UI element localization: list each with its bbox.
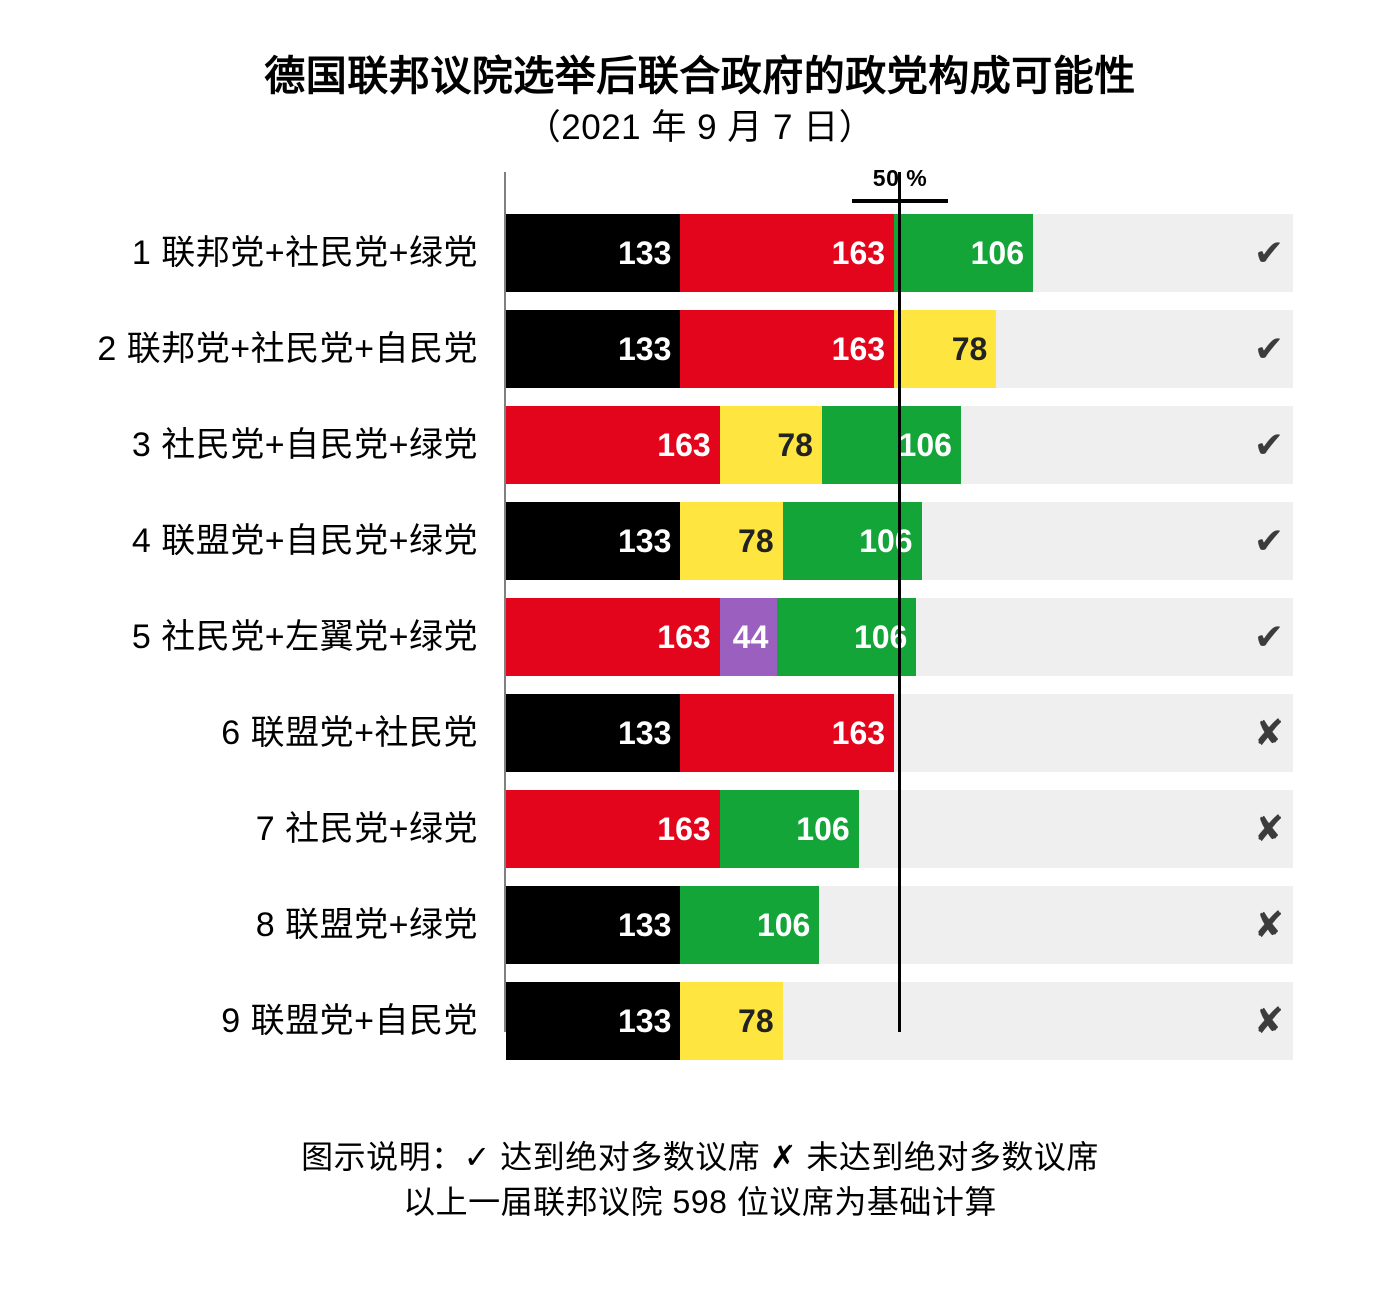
bar-segment-value: 106 bbox=[970, 235, 1025, 272]
bar-segment-value: 133 bbox=[617, 715, 672, 752]
y-axis-line bbox=[504, 172, 506, 1033]
stacked-bar: 163 78 106 bbox=[506, 406, 961, 485]
bar-segment: 106 bbox=[719, 790, 859, 869]
row-label: 2 联邦党+社民党+自民党 bbox=[97, 330, 478, 369]
row-label: 9 联盟党+自民党 bbox=[221, 1002, 478, 1041]
bar-segment: 78 bbox=[680, 502, 783, 581]
bar-segment: 133 bbox=[506, 886, 681, 965]
majority-check-icon: ✔ bbox=[1253, 424, 1285, 466]
bar-segment: 78 bbox=[680, 982, 783, 1061]
no-majority-cross-icon: ✘ bbox=[1253, 904, 1285, 946]
majority-check-icon: ✔ bbox=[1253, 232, 1285, 274]
chart-footnote: 图示说明：✓ 达到绝对多数议席 ✗ 未达到绝对多数议席 以上一届联邦议院 598… bbox=[0, 1135, 1400, 1226]
bar-segment: 133 bbox=[506, 214, 681, 293]
bar-segment-value: 163 bbox=[831, 715, 886, 752]
majority-check-icon: ✔ bbox=[1253, 328, 1285, 370]
footnote-line-1: 图示说明：✓ 达到绝对多数议席 ✗ 未达到绝对多数议席 bbox=[301, 1139, 1099, 1175]
chart-row: 7 社民党+绿党 163 106 ✘ bbox=[0, 781, 1400, 877]
stacked-bar: 133 78 bbox=[506, 982, 783, 1061]
bar-segment-value: 106 bbox=[796, 811, 850, 848]
chart-row: 6 联盟党+社民党 133 163 ✘ bbox=[0, 685, 1400, 781]
title-block: 德国联邦议院选举后联合政府的政党构成可能性 （2021 年 9 月 7 日） bbox=[0, 0, 1400, 150]
bar-rows-container: 1 联邦党+社民党+绿党 133 163 106 ✔ 2 联邦党+社民党+自民党 133 16… bbox=[0, 205, 1400, 1069]
row-label: 3 社民党+自民党+绿党 bbox=[131, 426, 478, 465]
page-title: 德国联邦议院选举后联合政府的政党构成可能性 bbox=[264, 53, 1136, 99]
bar-segment-value: 78 bbox=[777, 427, 813, 464]
bar-segment: 133 bbox=[506, 310, 681, 389]
bar-segment: 44 bbox=[719, 598, 778, 677]
bar-segment-value: 78 bbox=[951, 331, 988, 368]
chart-row: 9 联盟党+自民党 133 78 ✘ bbox=[0, 973, 1400, 1069]
bar-segment-value: 106 bbox=[859, 523, 913, 560]
bar-segment: 133 bbox=[506, 694, 681, 773]
chart-row: 2 联邦党+社民党+自民党 133 163 78 ✔ bbox=[0, 301, 1400, 397]
bar-segment-value: 133 bbox=[617, 907, 672, 944]
bar-segment-value: 163 bbox=[831, 331, 886, 368]
majority-threshold-line bbox=[898, 172, 901, 1033]
bar-segment-value: 78 bbox=[738, 1003, 774, 1040]
chart-row: 3 社民党+自民党+绿党 163 78 106 ✔ bbox=[0, 397, 1400, 493]
bar-segment: 106 bbox=[894, 214, 1034, 293]
bar-segment: 163 bbox=[506, 598, 720, 677]
row-label: 6 联盟党+社民党 bbox=[221, 714, 478, 753]
bar-segment-value: 163 bbox=[657, 427, 711, 464]
row-label: 7 社民党+绿党 bbox=[255, 810, 478, 849]
bar-segment: 133 bbox=[506, 502, 681, 581]
majority-tick-mark bbox=[852, 199, 948, 204]
bar-segment-value: 163 bbox=[657, 619, 711, 656]
majority-threshold-label: 50 % bbox=[872, 165, 928, 192]
bar-segment: 106 bbox=[777, 598, 917, 677]
chart-row: 4 联盟党+自民党+绿党 133 78 106 ✔ bbox=[0, 493, 1400, 589]
stacked-bar: 163 106 bbox=[506, 790, 859, 869]
chart-plot-area: 50 % 1 联邦党+社民党+绿党 133 163 106 ✔ 2 联邦党+社民党+自民党… bbox=[0, 165, 1400, 1061]
stacked-bar: 133 163 78 bbox=[506, 310, 997, 389]
bar-segment-value: 106 bbox=[756, 907, 811, 944]
no-majority-cross-icon: ✘ bbox=[1253, 808, 1285, 850]
bar-segment: 78 bbox=[719, 406, 822, 485]
bar-segment: 133 bbox=[506, 982, 681, 1061]
bar-segment-value: 133 bbox=[617, 331, 672, 368]
majority-check-icon: ✔ bbox=[1253, 616, 1285, 658]
chart-row: 5 社民党+左翼党+绿党 163 44 106 ✔ bbox=[0, 589, 1400, 685]
row-label: 8 联盟党+绿党 bbox=[255, 906, 478, 945]
stacked-bar: 133 163 bbox=[506, 694, 895, 773]
bar-segment: 163 bbox=[680, 694, 895, 773]
bar-segment: 163 bbox=[506, 406, 720, 485]
bar-segment-value: 163 bbox=[657, 811, 711, 848]
chart-row: 8 联盟党+绿党 133 106 ✘ bbox=[0, 877, 1400, 973]
bar-segment-value: 78 bbox=[738, 523, 774, 560]
stacked-bar: 133 106 bbox=[506, 886, 820, 965]
no-majority-cross-icon: ✘ bbox=[1253, 712, 1285, 754]
bar-segment: 78 bbox=[894, 310, 997, 389]
chart-row: 1 联邦党+社民党+绿党 133 163 106 ✔ bbox=[0, 205, 1400, 301]
stacked-bar: 163 44 106 bbox=[506, 598, 917, 677]
bar-segment: 106 bbox=[680, 886, 820, 965]
bar-segment: 163 bbox=[680, 310, 895, 389]
bar-segment-value: 106 bbox=[898, 427, 952, 464]
bar-segment-value: 133 bbox=[617, 523, 672, 560]
majority-check-icon: ✔ bbox=[1253, 520, 1285, 562]
row-label: 4 联盟党+自民党+绿党 bbox=[131, 522, 478, 561]
page-subtitle: （2021 年 9 月 7 日） bbox=[525, 108, 875, 148]
no-majority-cross-icon: ✘ bbox=[1253, 1000, 1285, 1042]
row-label: 5 社民党+左翼党+绿党 bbox=[131, 618, 478, 657]
footnote-line-2: 以上一届联邦议院 598 位议席为基础计算 bbox=[403, 1184, 997, 1221]
row-label: 1 联邦党+社民党+绿党 bbox=[131, 234, 478, 273]
stacked-bar: 133 78 106 bbox=[506, 502, 922, 581]
stacked-bar: 133 163 106 bbox=[506, 214, 1034, 293]
bar-segment: 163 bbox=[680, 214, 895, 293]
bar-segment-value: 44 bbox=[732, 619, 769, 656]
bar-segment-value: 133 bbox=[617, 235, 672, 272]
bar-segment: 163 bbox=[506, 790, 720, 869]
bar-segment-value: 133 bbox=[617, 1003, 672, 1040]
bar-segment-value: 163 bbox=[831, 235, 886, 272]
bar-segment: 106 bbox=[821, 406, 961, 485]
